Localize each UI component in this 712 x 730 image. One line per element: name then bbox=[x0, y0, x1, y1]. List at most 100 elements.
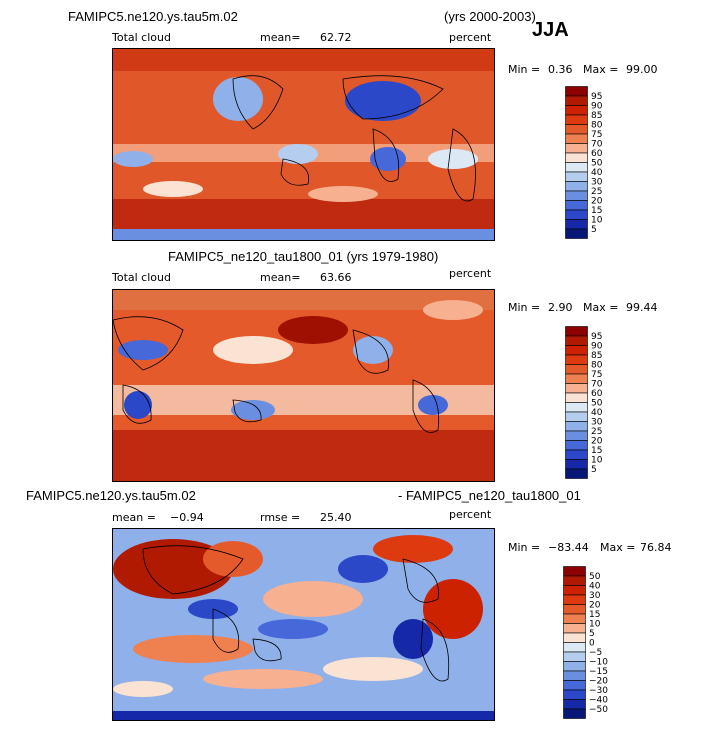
colorbar-swatch bbox=[563, 566, 586, 577]
colorbar-tick-label: 75 bbox=[591, 370, 602, 380]
colorbar-swatch bbox=[565, 190, 588, 201]
colorbar-swatch bbox=[565, 86, 588, 97]
colorbar-tick-label: 90 bbox=[591, 102, 603, 112]
colorbar-tick-label: 80 bbox=[591, 121, 603, 131]
colorbar-tick-label: 40 bbox=[591, 168, 603, 178]
colorbar-swatch bbox=[565, 468, 588, 479]
panel3-positive-region-2 bbox=[203, 541, 263, 577]
panel2-colorbar: 95 90 85 80 75 70 60 50 40 30 25 20 15 10 5 bbox=[565, 326, 625, 485]
colorbar-tick-label: 5 bbox=[591, 225, 597, 235]
colorbar-tick-label: −40 bbox=[589, 696, 608, 706]
panel2-case-title: FAMIPC5_ne120_tau1800_01 (yrs 1979-1980) bbox=[168, 249, 439, 264]
panel2-coastline-3 bbox=[352, 329, 389, 374]
colorbar-swatch bbox=[565, 133, 588, 144]
panel2-mean-value: 63.66 bbox=[320, 271, 352, 284]
colorbar-tick-label: 95 bbox=[591, 92, 602, 102]
colorbar-swatch bbox=[565, 411, 588, 422]
colorbar-tick-label: 5 bbox=[589, 629, 595, 639]
colorbar-swatch bbox=[563, 594, 586, 605]
colorbar-swatch bbox=[563, 699, 586, 710]
panel2-mean-label: mean= bbox=[260, 271, 301, 284]
colorbar-swatch bbox=[565, 152, 588, 163]
panel1-arctic-band bbox=[113, 49, 494, 71]
panel3-max-value: 76.84 bbox=[640, 541, 672, 554]
panel1-subtropical-2 bbox=[308, 186, 378, 202]
panel3-rmse-label: rmse = bbox=[260, 511, 301, 524]
colorbar-tick-label: 70 bbox=[591, 380, 603, 390]
panel2-min-label: Min = bbox=[508, 301, 541, 314]
panel1-clear-region-4 bbox=[278, 144, 318, 164]
panel1-subtropical-1 bbox=[143, 181, 203, 197]
colorbar-swatch bbox=[565, 354, 588, 365]
panel1-map bbox=[112, 48, 495, 241]
colorbar-tick-label: 10 bbox=[591, 216, 603, 226]
colorbar-tick-label: 60 bbox=[591, 389, 603, 399]
panel1-coastline-2 bbox=[342, 75, 444, 120]
panel3-coastline-4 bbox=[402, 558, 439, 603]
panel2-clear-region-5 bbox=[353, 336, 393, 364]
colorbar-swatch bbox=[565, 181, 588, 192]
colorbar-tick-label: 15 bbox=[589, 610, 600, 620]
colorbar-swatch bbox=[563, 604, 586, 615]
panel1-southern-ocean-band bbox=[113, 199, 494, 229]
panel1-coastline-4 bbox=[447, 128, 476, 202]
panel3-negative-region-1 bbox=[338, 555, 388, 583]
colorbar-swatch bbox=[565, 219, 588, 230]
colorbar-swatch bbox=[563, 585, 586, 596]
colorbar-tick-label: 10 bbox=[589, 620, 601, 630]
colorbar-swatch bbox=[565, 124, 588, 135]
panel1-mean-value: 62.72 bbox=[320, 31, 352, 44]
panel1-min-label: Min = bbox=[508, 63, 541, 76]
colorbar-tick-label: −10 bbox=[589, 658, 608, 668]
colorbar-tick-label: 5 bbox=[591, 465, 597, 475]
panel2-clear-region-1 bbox=[118, 340, 168, 360]
panel1-coastline-3 bbox=[372, 128, 400, 182]
colorbar-swatch bbox=[565, 105, 588, 116]
panel2-max-value: 99.44 bbox=[626, 301, 658, 314]
panel2-southern-ocean-band bbox=[113, 430, 494, 481]
colorbar-swatch bbox=[565, 162, 588, 173]
colorbar-tick-label: 50 bbox=[589, 572, 601, 582]
panel1-coastline-5 bbox=[280, 158, 310, 186]
colorbar-swatch bbox=[563, 670, 586, 681]
panel3-coastline-3 bbox=[252, 638, 282, 662]
colorbar-tick-label: 60 bbox=[591, 149, 603, 159]
panel1-case-title: FAMIPC5.ne120.ys.tau5m.02 bbox=[68, 9, 238, 24]
colorbar-swatch bbox=[565, 95, 588, 106]
colorbar-swatch bbox=[565, 392, 588, 403]
colorbar-tick-label: 70 bbox=[591, 140, 603, 150]
colorbar-tick-label: 95 bbox=[591, 332, 602, 342]
colorbar-swatch bbox=[563, 661, 586, 672]
panel2-coastline-2 bbox=[122, 384, 152, 424]
panel3-rmse-value: 25.40 bbox=[320, 511, 352, 524]
colorbar-swatch bbox=[565, 171, 588, 182]
colorbar-swatch bbox=[565, 421, 588, 432]
colorbar-swatch bbox=[565, 326, 588, 337]
panel2-cloudy-region-1 bbox=[278, 316, 348, 344]
panel1-antarctic-band bbox=[113, 229, 494, 240]
colorbar-tick-label: 80 bbox=[591, 361, 603, 371]
panel3-coastline-2 bbox=[212, 608, 240, 653]
colorbar-swatch bbox=[565, 364, 588, 375]
panel1-clear-region-6 bbox=[428, 149, 478, 169]
colorbar-tick-label: 30 bbox=[591, 178, 603, 188]
colorbar-tick-label: 30 bbox=[589, 591, 601, 601]
panel3-max-label: Max = bbox=[600, 541, 636, 554]
panel2-clear-region-2 bbox=[124, 391, 152, 419]
colorbar-swatch bbox=[563, 689, 586, 700]
colorbar-swatch bbox=[563, 632, 586, 643]
panel3-positive-region-9 bbox=[113, 681, 173, 697]
panel1-years: (yrs 2000-2003) bbox=[444, 9, 536, 24]
panel2-coastline-4 bbox=[412, 379, 440, 433]
panel2-clear-region-4 bbox=[231, 400, 275, 420]
colorbar-tick-label: 90 bbox=[591, 342, 603, 352]
panel1-clear-region-1 bbox=[213, 77, 263, 121]
panel1-coastline-1 bbox=[232, 75, 284, 130]
panel3-positive-region-7 bbox=[323, 657, 423, 681]
panel3-positive-region-3 bbox=[263, 581, 363, 617]
colorbar-swatch bbox=[565, 402, 588, 413]
panel3-positive-region-8 bbox=[203, 669, 323, 689]
colorbar-swatch bbox=[565, 335, 588, 346]
